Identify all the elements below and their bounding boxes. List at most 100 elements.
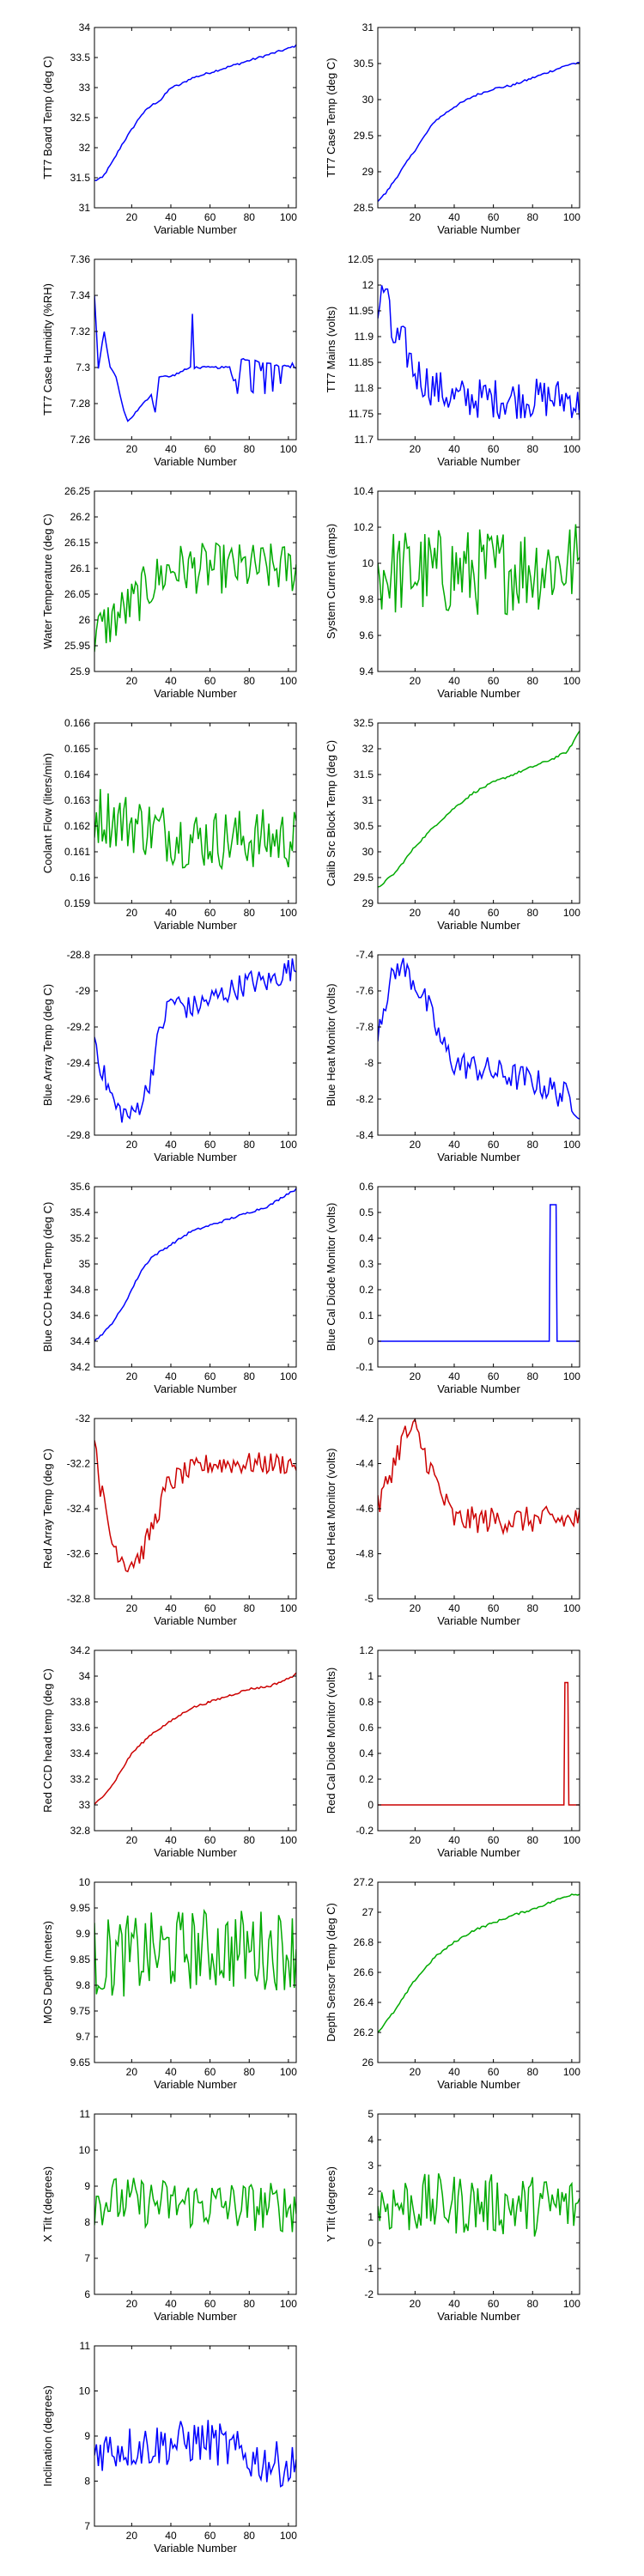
- y-tick-label: -4.8: [355, 1548, 374, 1560]
- y-tick-label: 11.8: [355, 382, 374, 394]
- y-tick-label: 34.2: [70, 1361, 91, 1373]
- x-tick-label: 100: [563, 675, 580, 687]
- y-tick-label: 9.6: [359, 629, 374, 641]
- x-tick-label: 20: [410, 1602, 422, 1614]
- chart-panel-18: 20 40 60 80 100 6 7 8 9 10 11 Variable Number X Tilt…: [41, 2108, 297, 2323]
- y-tick-label: 5: [368, 2108, 374, 2120]
- y-tick-label: 28.5: [354, 202, 374, 214]
- x-tick-label: 40: [165, 2530, 177, 2542]
- y-tick-label: -29.6: [67, 1093, 91, 1105]
- y-tick-label: -2: [364, 2288, 374, 2300]
- chart-panel-12: 20 40 60 80 100 -32.8 -32.6 -32.4 -32.2 -32 Variab…: [41, 1413, 297, 1627]
- x-tick-label: 60: [204, 2066, 216, 2078]
- y-tick-label: 7.36: [70, 253, 91, 265]
- y-tick-label: 30: [362, 846, 374, 858]
- y-tick-label: 9.85: [70, 1953, 91, 1965]
- y-tick-label: 33: [79, 82, 91, 94]
- y-tick-label: 3: [368, 2160, 374, 2172]
- y-tick-label: 0.162: [64, 820, 90, 832]
- x-tick-label: 40: [165, 1602, 177, 1614]
- x-tick-label: 60: [204, 2298, 216, 2310]
- y-tick-label: 34: [79, 21, 91, 33]
- x-tick-label: 20: [126, 1370, 138, 1382]
- x-tick-label: 20: [410, 2066, 422, 2078]
- y-axis-label: TT7 Case Temp (deg C): [325, 58, 337, 177]
- y-tick-label: 7.32: [70, 325, 91, 337]
- x-tick-label: 60: [204, 1834, 216, 1846]
- y-tick-label: -29.8: [67, 1129, 91, 1141]
- plot-frame: [94, 1881, 297, 2063]
- y-tick-label: 31: [362, 794, 374, 806]
- x-axis-label: Variable Number: [154, 687, 237, 700]
- x-tick-label: 40: [448, 211, 460, 223]
- x-tick-label: 100: [563, 2066, 580, 2078]
- x-axis-label: Variable Number: [437, 223, 520, 236]
- y-tick-label: 30.5: [354, 820, 374, 832]
- y-tick-label: 34.8: [70, 1284, 91, 1296]
- y-tick-label: 31.5: [354, 769, 374, 781]
- y-tick-label: 10: [79, 2144, 91, 2156]
- y-tick-label: 0.5: [359, 1206, 374, 1218]
- x-axis-label: Variable Number: [437, 687, 520, 700]
- x-tick-label: 40: [165, 211, 177, 223]
- x-tick-label: 20: [126, 675, 138, 687]
- plot-frame: [377, 954, 580, 1136]
- y-tick-label: 0.166: [64, 717, 90, 729]
- x-tick-label: 60: [204, 1139, 216, 1151]
- x-tick-label: 40: [165, 1370, 177, 1382]
- y-tick-label: 10: [79, 1876, 91, 1888]
- y-axis-label: Water Temperature (deg C): [41, 513, 54, 649]
- y-tick-label: 0.2: [359, 1773, 374, 1785]
- y-tick-label: 26.2: [354, 2026, 374, 2038]
- y-tick-label: -8.4: [355, 1129, 374, 1141]
- y-tick-label: 7.34: [70, 289, 91, 301]
- x-tick-label: 80: [527, 211, 539, 223]
- x-tick-label: 80: [244, 443, 256, 455]
- x-tick-label: 20: [126, 907, 138, 919]
- x-tick-label: 40: [448, 1602, 460, 1614]
- x-tick-label: 40: [448, 1370, 460, 1382]
- y-tick-label: 26.1: [70, 562, 91, 574]
- x-tick-label: 80: [527, 1139, 539, 1151]
- y-tick-label: 35.4: [70, 1206, 91, 1218]
- x-tick-label: 100: [563, 1834, 580, 1846]
- x-axis-label: Variable Number: [437, 1151, 520, 1163]
- x-tick-label: 80: [527, 675, 539, 687]
- x-tick-label: 20: [410, 675, 422, 687]
- y-tick-label: 8: [84, 2476, 90, 2488]
- y-tick-label: 34.6: [70, 1309, 91, 1321]
- x-tick-label: 100: [280, 211, 297, 223]
- x-tick-label: 100: [563, 1370, 580, 1382]
- y-tick-label: -32.6: [67, 1548, 91, 1560]
- y-tick-label: 0.159: [64, 897, 90, 909]
- chart-panel-4: 20 40 60 80 100 25.9 25.95 26 26.05 26.1 26.15 26.2…: [41, 485, 297, 700]
- y-tick-label: 8: [84, 2216, 90, 2228]
- x-tick-label: 80: [244, 675, 256, 687]
- y-tick-label: 25.9: [70, 665, 91, 677]
- y-tick-label: -32.4: [67, 1503, 91, 1515]
- chart-panel-16: 20 40 60 80 100 9.65 9.7 9.75 9.8 9.85 9.9 9.95 10 Va…: [41, 1876, 297, 2091]
- x-axis-label: Variable Number: [154, 455, 237, 468]
- x-tick-label: 100: [280, 1370, 297, 1382]
- y-tick-label: 7.3: [76, 361, 90, 374]
- y-tick-label: 26.8: [354, 1936, 374, 1948]
- x-tick-label: 100: [280, 2066, 297, 2078]
- x-tick-label: 40: [165, 675, 177, 687]
- y-tick-label: -32.2: [67, 1458, 91, 1470]
- x-tick-label: 40: [165, 443, 177, 455]
- y-tick-label: -32: [76, 1413, 91, 1425]
- y-tick-label: 35.2: [70, 1232, 91, 1244]
- y-tick-label: 9.8: [359, 593, 374, 605]
- y-tick-label: 29.5: [354, 872, 374, 884]
- x-tick-label: 100: [280, 675, 297, 687]
- y-axis-label: X Tilt (degrees): [41, 2166, 54, 2242]
- y-tick-label: 33.6: [70, 1722, 91, 1734]
- y-tick-label: 9.75: [70, 2005, 91, 2017]
- y-tick-label: 33.8: [70, 1696, 91, 1708]
- x-tick-label: 60: [204, 211, 216, 223]
- x-tick-label: 20: [410, 1139, 422, 1151]
- x-tick-label: 60: [204, 1602, 216, 1614]
- x-tick-label: 60: [204, 675, 216, 687]
- x-tick-label: 80: [527, 2298, 539, 2310]
- y-tick-label: 11: [80, 2340, 91, 2352]
